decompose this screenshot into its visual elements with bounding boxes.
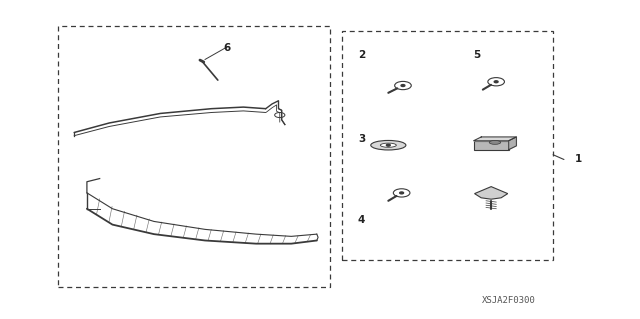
- Circle shape: [387, 144, 390, 146]
- Bar: [474, 141, 509, 150]
- Ellipse shape: [380, 143, 396, 147]
- Bar: [342, 31, 553, 260]
- Text: XSJA2F0300: XSJA2F0300: [481, 296, 535, 305]
- Polygon shape: [509, 137, 516, 150]
- Circle shape: [401, 85, 405, 86]
- Text: 6: 6: [224, 43, 231, 53]
- Ellipse shape: [489, 140, 500, 144]
- Circle shape: [494, 81, 498, 83]
- Text: 4: 4: [358, 215, 365, 225]
- Text: 5: 5: [473, 50, 480, 60]
- Text: 3: 3: [358, 134, 365, 144]
- Bar: [58, 26, 330, 286]
- Polygon shape: [474, 137, 516, 141]
- Text: 1: 1: [575, 154, 582, 165]
- Polygon shape: [474, 187, 508, 199]
- Text: 2: 2: [358, 50, 365, 60]
- Ellipse shape: [371, 140, 406, 150]
- Circle shape: [400, 192, 404, 194]
